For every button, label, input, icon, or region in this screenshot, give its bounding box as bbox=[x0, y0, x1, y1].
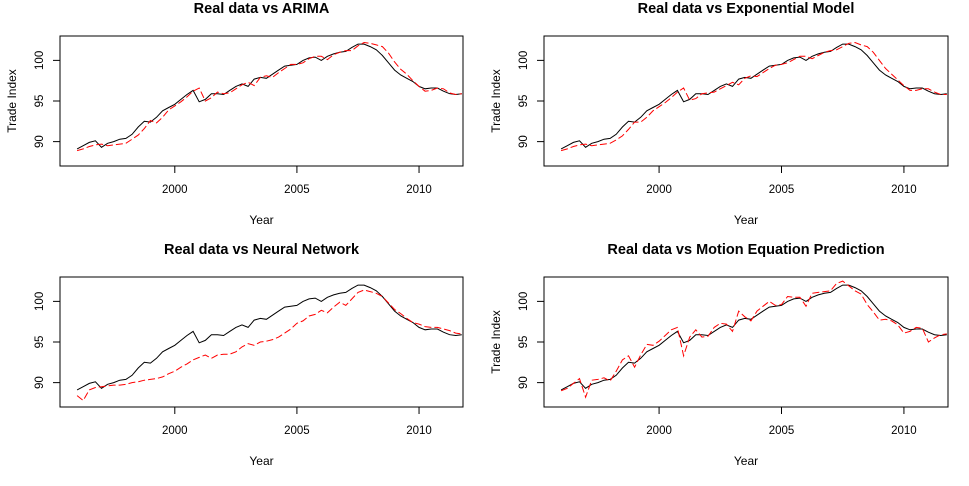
y-tick-label: 90 bbox=[518, 135, 530, 148]
y-axis-label: Trade Index bbox=[489, 69, 503, 133]
x-axis-label: Year bbox=[734, 454, 758, 468]
x-axis-label: Year bbox=[734, 213, 758, 227]
y-tick-label: 95 bbox=[34, 95, 46, 108]
y-axis-label: Trade Index bbox=[5, 69, 19, 133]
series-line-real-data bbox=[76, 284, 462, 391]
x-tick-label: 2005 bbox=[284, 184, 310, 196]
series-line-real-data bbox=[560, 43, 947, 150]
y-tick-label: 90 bbox=[518, 376, 530, 389]
series-line-prediction bbox=[76, 289, 462, 402]
plot-frame bbox=[59, 35, 464, 167]
x-tick-label: 2010 bbox=[891, 425, 917, 437]
y-tick-label: 100 bbox=[518, 51, 530, 70]
y-tick-label: 90 bbox=[34, 135, 46, 148]
plot-frame bbox=[543, 276, 949, 408]
chart-panel-arima: Real data vs ARIMA 2000 2005 2010 90 95 100 Yea… bbox=[0, 0, 484, 240]
chart-panel-neural-network: Real data vs Neural Network 2000 2005 2010 9… bbox=[0, 241, 484, 481]
y-tick-label: 90 bbox=[34, 376, 46, 389]
x-tick-label: 2005 bbox=[769, 184, 795, 196]
x-tick-label: 2005 bbox=[284, 425, 310, 437]
chart-title: Real data vs Neural Network bbox=[164, 242, 360, 258]
chart-title: Real data vs Motion Equation Prediction bbox=[607, 242, 884, 258]
x-tick-label: 2010 bbox=[891, 184, 917, 196]
x-tick-label: 2000 bbox=[646, 425, 672, 437]
series-line-prediction bbox=[76, 41, 462, 152]
x-tick-label: 2010 bbox=[406, 184, 432, 196]
plot-frame bbox=[543, 35, 949, 167]
y-tick-label: 95 bbox=[518, 95, 530, 108]
x-axis-label: Year bbox=[249, 454, 273, 468]
chart-panel-exponential: Real data vs Exponential Model 2000 2005 20… bbox=[484, 0, 969, 240]
series-line-real-data bbox=[560, 284, 947, 391]
x-tick-label: 2010 bbox=[406, 425, 432, 437]
chart-exponential: Real data vs Exponential Model 2000 2005 20… bbox=[489, 1, 949, 227]
y-tick-label: 100 bbox=[518, 292, 530, 311]
x-tick-label: 2005 bbox=[769, 425, 795, 437]
y-tick-label: 95 bbox=[518, 336, 530, 349]
chart-title: Real data vs Exponential Model bbox=[638, 1, 855, 17]
series-line-prediction bbox=[560, 280, 947, 399]
chart-panel-motion-equation: Real data vs Motion Equation Prediction 2… bbox=[484, 241, 969, 481]
chart-title: Real data vs ARIMA bbox=[194, 1, 330, 17]
x-tick-label: 2000 bbox=[646, 184, 672, 196]
chart-arima: Real data vs ARIMA 2000 2005 2010 90 95 100 Yea… bbox=[5, 1, 464, 227]
series-line-prediction bbox=[560, 41, 947, 152]
chart-motion-equation: Real data vs Motion Equation Prediction 2… bbox=[489, 242, 949, 468]
y-axis-label: Trade Index bbox=[489, 310, 503, 374]
y-tick-label: 100 bbox=[34, 292, 46, 311]
x-axis-label: Year bbox=[249, 213, 273, 227]
x-tick-label: 2000 bbox=[162, 184, 188, 196]
series-line-real-data bbox=[76, 43, 462, 150]
chart-neural-network: Real data vs Neural Network 2000 2005 2010 9… bbox=[34, 242, 464, 468]
x-tick-label: 2000 bbox=[162, 425, 188, 437]
y-tick-label: 95 bbox=[34, 336, 46, 349]
y-tick-label: 100 bbox=[34, 51, 46, 70]
